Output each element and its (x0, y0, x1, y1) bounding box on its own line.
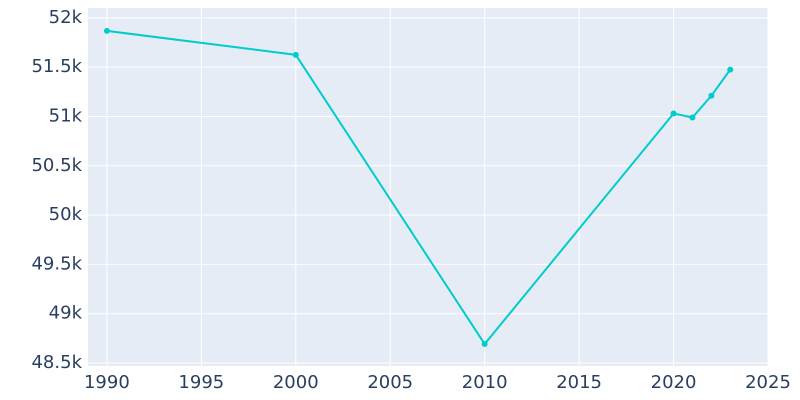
plot-area (88, 8, 768, 366)
y-tick-label: 51.5k (31, 56, 82, 77)
point (670, 110, 677, 117)
x-tick-label: 1995 (178, 372, 224, 393)
x-tick-label: 2005 (367, 372, 413, 393)
x-tick-label: 2015 (556, 372, 602, 393)
y-tick-label: 49k (49, 303, 83, 324)
y-tick-label: 50.5k (31, 155, 82, 176)
x-tick-label: 2010 (462, 372, 508, 393)
point (689, 114, 696, 121)
point (103, 27, 110, 34)
x-tick-label: 1990 (84, 372, 130, 393)
point (727, 66, 734, 73)
x-tick-label: 2020 (651, 372, 697, 393)
point (292, 51, 299, 58)
y-tick-label: 51k (49, 105, 83, 126)
x-tick-label: 2000 (273, 372, 319, 393)
x-tick-label: 2025 (745, 372, 791, 393)
y-tick-label: 48.5k (31, 352, 82, 373)
point (481, 341, 488, 348)
y-tick-label: 50k (49, 204, 83, 225)
y-tick-label: 49.5k (31, 253, 82, 274)
point (708, 92, 715, 99)
y-tick-label: 52k (49, 7, 83, 28)
